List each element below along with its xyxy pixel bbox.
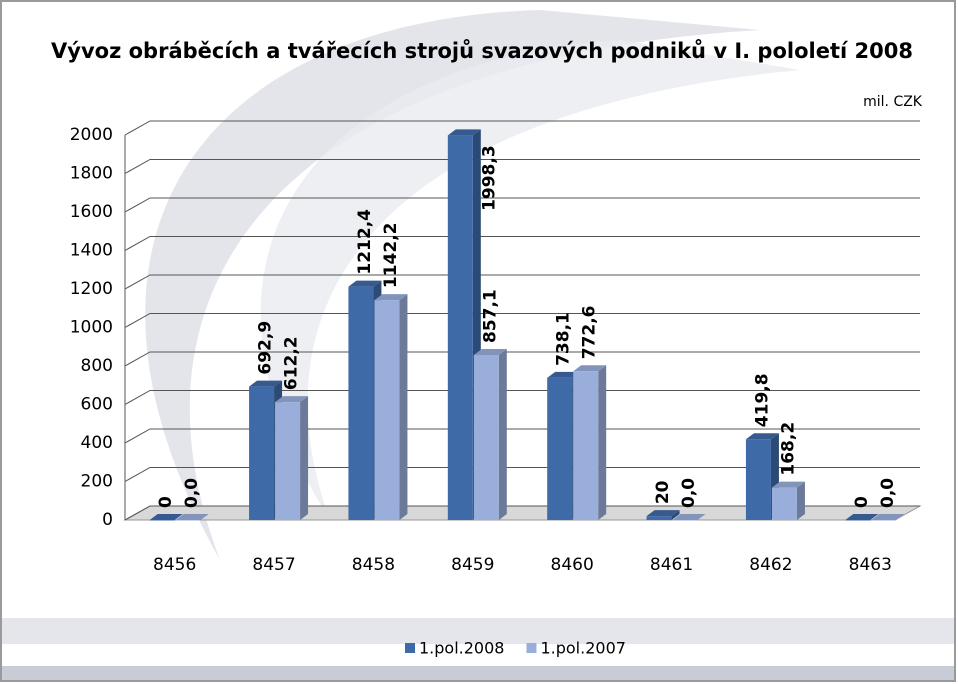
x-tick-label: 8462 xyxy=(749,555,792,575)
bar xyxy=(150,520,175,521)
x-tick-label: 8461 xyxy=(650,555,693,575)
y-tick-label: 800 xyxy=(81,356,113,376)
bar xyxy=(746,439,771,520)
bar xyxy=(547,378,572,520)
x-tick-label: 8460 xyxy=(551,555,594,575)
value-label: 1998,3 xyxy=(479,145,499,211)
chart-title: Vývoz obráběcích a tvářecích strojů svaz… xyxy=(51,39,913,63)
x-tick-label: 8456 xyxy=(153,555,196,575)
x-tick-label: 8459 xyxy=(451,555,494,575)
bar xyxy=(871,520,896,521)
chart: Vývoz obráběcích a tvářecích strojů svaz… xyxy=(0,0,958,684)
x-tick-label: 8457 xyxy=(252,555,295,575)
bar xyxy=(772,488,797,520)
y-tick-label: 1000 xyxy=(70,318,113,338)
value-label: 0,0 xyxy=(679,478,699,508)
y-tick-label: 0 xyxy=(102,510,113,530)
value-label: 857,1 xyxy=(480,289,500,343)
legend-swatch xyxy=(405,643,415,653)
decor-band xyxy=(2,666,954,680)
bar-side xyxy=(300,396,308,520)
value-label: 419,8 xyxy=(752,373,772,427)
y-tick-label: 200 xyxy=(81,472,113,492)
unit-label: mil. CZK xyxy=(863,94,923,110)
y-tick-label: 1400 xyxy=(70,241,113,261)
bar-side xyxy=(797,482,805,520)
value-label: 0 xyxy=(852,496,872,508)
bar-side xyxy=(598,365,606,520)
bar xyxy=(448,135,473,520)
bar xyxy=(249,387,274,520)
value-label: 612,2 xyxy=(282,336,302,390)
y-tick-label: 2000 xyxy=(70,125,113,145)
legend-label: 1.pol.2007 xyxy=(540,639,625,658)
bar xyxy=(673,520,698,521)
y-tick-label: 1200 xyxy=(70,279,113,299)
bar xyxy=(845,520,870,521)
legend-label: 1.pol.2008 xyxy=(419,639,504,658)
value-label: 0 xyxy=(156,496,176,508)
y-tick-label: 1800 xyxy=(70,164,113,184)
y-tick-label: 1600 xyxy=(70,202,113,222)
value-label: 692,9 xyxy=(256,321,276,375)
bar xyxy=(647,516,672,520)
value-label: 168,2 xyxy=(778,422,798,476)
value-label: 20 xyxy=(653,480,673,504)
bar xyxy=(275,402,300,520)
bar xyxy=(474,355,499,520)
bar xyxy=(348,287,373,520)
x-tick-label: 8463 xyxy=(849,555,892,575)
bar xyxy=(573,371,598,520)
y-tick-label: 600 xyxy=(81,395,113,415)
bar-side xyxy=(399,294,407,520)
value-label: 0,0 xyxy=(182,478,202,508)
bar-side xyxy=(499,349,507,520)
value-label: 0,0 xyxy=(878,478,898,508)
y-tick-label: 400 xyxy=(81,433,113,453)
value-label: 1142,2 xyxy=(381,223,401,289)
value-label: 772,6 xyxy=(580,305,600,359)
x-tick-label: 8458 xyxy=(352,555,395,575)
value-label: 738,1 xyxy=(554,312,574,366)
bar xyxy=(374,300,399,520)
bar xyxy=(176,520,201,521)
legend-swatch xyxy=(526,643,536,653)
value-label: 1212,4 xyxy=(355,209,375,275)
